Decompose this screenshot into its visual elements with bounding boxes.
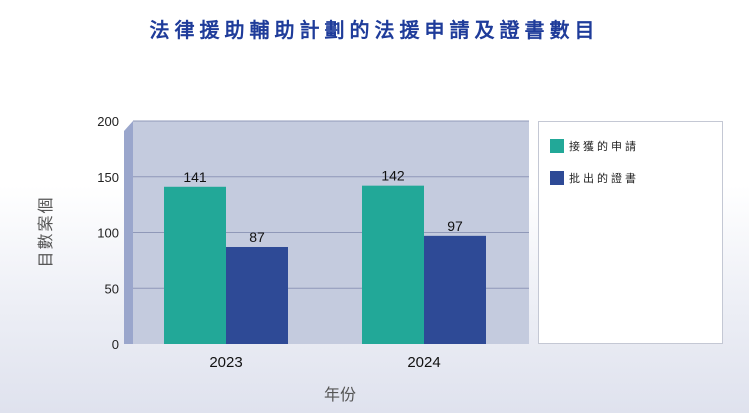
data-label: 142 <box>381 168 405 184</box>
data-label: 87 <box>249 229 265 245</box>
bar-2023-received <box>164 186 226 344</box>
bar-2024-received <box>362 185 424 344</box>
bars: 141 87 142 97 <box>164 168 486 344</box>
plot-side-wall <box>124 121 133 344</box>
y-axis-label: 個案數目 <box>36 196 55 268</box>
legend-item-received: 接獲的申請 <box>550 139 639 153</box>
bar-2024-granted <box>424 235 486 344</box>
x-axis-label: 年份 <box>323 385 356 404</box>
data-label: 97 <box>447 218 463 234</box>
bar-2023-granted <box>226 246 288 344</box>
legend-label-received: 接獲的申請 <box>569 140 639 153</box>
legend: 接獲的申請 批出的證書 <box>538 121 723 344</box>
data-label: 141 <box>183 169 207 185</box>
legend-swatch-received <box>550 139 564 153</box>
legend-swatch-granted <box>550 171 564 185</box>
x-axis-ticks: 2023 2024 <box>209 354 440 371</box>
x-tick-label: 2024 <box>407 354 440 371</box>
y-tick-label: 0 <box>112 337 119 352</box>
y-axis-ticks: 0 50 100 150 200 <box>97 114 119 352</box>
legend-item-granted: 批出的證書 <box>550 171 639 185</box>
y-tick-label: 150 <box>97 170 119 185</box>
y-tick-label: 50 <box>105 281 119 296</box>
y-tick-label: 100 <box>97 226 119 241</box>
y-tick-label: 200 <box>97 114 119 129</box>
legend-label-granted: 批出的證書 <box>569 172 639 185</box>
chart-title: 法律援助輔助計劃的法援申請及證書數目 <box>149 18 600 42</box>
x-tick-label: 2023 <box>209 354 242 371</box>
